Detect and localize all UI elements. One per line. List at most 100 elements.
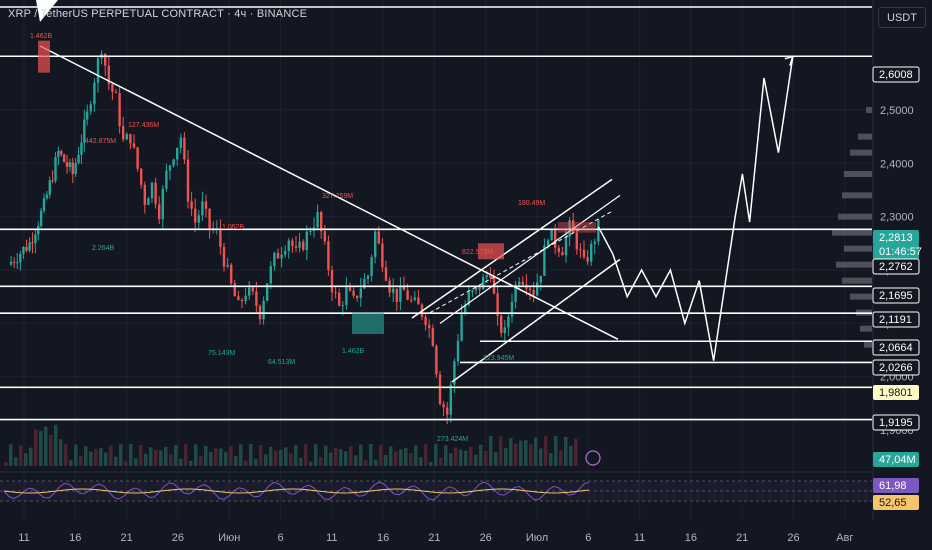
volume-bar bbox=[404, 447, 408, 466]
candle-body bbox=[550, 230, 553, 241]
volume-profile-bar bbox=[858, 133, 872, 140]
volume-label: 127.436M bbox=[128, 122, 159, 129]
candle-body bbox=[60, 151, 63, 155]
volume-label: 64.513M bbox=[268, 359, 295, 366]
volume-bar bbox=[249, 444, 253, 466]
candle-body bbox=[590, 243, 593, 262]
price-label-box bbox=[872, 258, 920, 275]
volume-bar bbox=[444, 445, 448, 466]
volume-bar bbox=[34, 429, 38, 466]
candle-body bbox=[593, 241, 596, 244]
candle-body bbox=[107, 65, 110, 85]
volume-bar bbox=[384, 455, 388, 466]
candle-body bbox=[68, 162, 72, 167]
candle-body bbox=[154, 182, 157, 205]
volume-bar bbox=[264, 454, 268, 466]
currency-selector-button[interactable]: USDT bbox=[878, 7, 926, 28]
candle-body bbox=[161, 188, 164, 220]
volume-profile-bar bbox=[860, 325, 872, 332]
candle-body bbox=[384, 267, 388, 281]
price-label: 2,6008 bbox=[879, 69, 913, 81]
price-label-box bbox=[873, 244, 919, 259]
volume-bar bbox=[399, 449, 403, 466]
candle-body bbox=[532, 290, 535, 296]
x-tick-label: 11 bbox=[326, 532, 337, 544]
candle-body bbox=[464, 304, 467, 314]
x-tick-label: 26 bbox=[172, 532, 184, 544]
volume-bar bbox=[4, 462, 8, 466]
symbol-title: XRP / TetherUS PERPETUAL CONTRACT · 4ч ·… bbox=[8, 8, 308, 20]
forecast-path bbox=[597, 56, 794, 361]
volume-label: 2.264B bbox=[92, 245, 115, 252]
candle-body bbox=[118, 92, 121, 127]
channel-upper bbox=[411, 178, 613, 319]
volume-bar bbox=[164, 446, 168, 466]
candle-body bbox=[366, 275, 370, 279]
candle-body bbox=[503, 327, 506, 334]
volume-bar bbox=[109, 445, 113, 466]
candle-body bbox=[471, 290, 474, 293]
price-label-box bbox=[872, 339, 920, 356]
candle-body bbox=[114, 91, 118, 93]
candle-body bbox=[500, 315, 503, 334]
candle-body bbox=[31, 242, 34, 244]
volume-value: 47,04M bbox=[879, 454, 916, 466]
volume-bar bbox=[214, 448, 218, 466]
price-label-box bbox=[873, 230, 919, 245]
candle-body bbox=[460, 313, 463, 341]
candle-body bbox=[554, 230, 557, 248]
volume-bar bbox=[204, 445, 208, 466]
candle-body bbox=[183, 137, 186, 160]
volume-profile-bar bbox=[836, 261, 872, 268]
candle-body bbox=[51, 180, 54, 182]
candle-body bbox=[125, 134, 128, 140]
volume-bar bbox=[379, 444, 383, 466]
volume-bar bbox=[169, 454, 173, 466]
volume-bar bbox=[469, 446, 473, 466]
volume-bar bbox=[244, 460, 248, 466]
volume-bar bbox=[24, 453, 28, 466]
volume-bar bbox=[544, 436, 548, 466]
rsi-line bbox=[3, 481, 590, 500]
candle-body bbox=[25, 246, 28, 251]
volume-bar bbox=[324, 445, 328, 466]
volume-value-box bbox=[873, 452, 919, 467]
rsi-ma-line bbox=[3, 488, 590, 494]
candle-body bbox=[147, 198, 150, 205]
candle-body bbox=[413, 297, 416, 300]
x-tick-label: 6 bbox=[277, 532, 283, 544]
candle-body bbox=[42, 198, 46, 211]
candle-body bbox=[57, 151, 60, 158]
candle-body bbox=[39, 210, 43, 226]
candle-body bbox=[410, 299, 413, 301]
rsi-ma-value: 52,65 bbox=[879, 497, 907, 509]
candle-body bbox=[89, 104, 92, 112]
candle-body bbox=[539, 275, 542, 283]
candle-body bbox=[345, 287, 348, 306]
rsi-band bbox=[0, 481, 872, 501]
candle-body bbox=[528, 288, 532, 291]
candle-body bbox=[186, 159, 190, 202]
volume-bar bbox=[124, 461, 128, 466]
volume-profile-bar bbox=[832, 229, 872, 236]
candle-body bbox=[478, 287, 481, 290]
x-tick-label: 16 bbox=[685, 532, 697, 544]
volume-bar bbox=[514, 443, 518, 466]
candle-body bbox=[96, 58, 100, 83]
volume-bar bbox=[374, 459, 378, 466]
volume-bar bbox=[559, 450, 563, 466]
candle-body bbox=[370, 257, 373, 276]
candle-body bbox=[338, 292, 341, 306]
volume-bar bbox=[549, 453, 553, 466]
volume-bar bbox=[269, 446, 273, 466]
candle-body bbox=[19, 253, 22, 263]
x-tick-label: Июн bbox=[218, 532, 240, 544]
supply-zone bbox=[478, 243, 504, 260]
candle-body bbox=[428, 325, 431, 329]
price-label: 2,1191 bbox=[879, 314, 912, 326]
volume-bar bbox=[69, 460, 73, 466]
volume-bar bbox=[289, 453, 293, 466]
volume-label: 1.052B bbox=[222, 224, 245, 231]
volume-bar bbox=[349, 446, 353, 466]
